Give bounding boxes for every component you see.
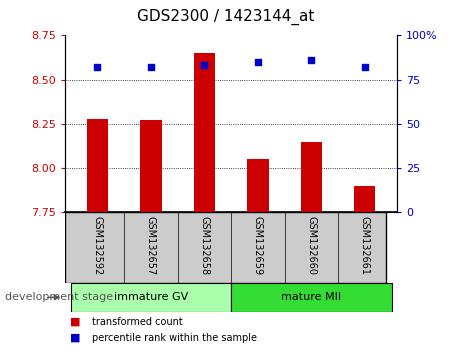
Bar: [247, 159, 268, 212]
Bar: [140, 120, 161, 212]
Point: [201, 63, 208, 68]
Text: GDS2300 / 1423144_at: GDS2300 / 1423144_at: [137, 8, 314, 25]
Text: transformed count: transformed count: [92, 317, 183, 327]
Point: [361, 64, 368, 70]
Text: development stage: development stage: [5, 292, 113, 302]
Point: [147, 64, 155, 70]
Bar: [87, 119, 108, 212]
Text: ■: ■: [70, 317, 80, 327]
Point: [94, 64, 101, 70]
Bar: [354, 186, 376, 212]
Text: GSM132658: GSM132658: [199, 216, 209, 275]
Text: GSM132657: GSM132657: [146, 216, 156, 275]
FancyBboxPatch shape: [231, 283, 391, 312]
Text: percentile rank within the sample: percentile rank within the sample: [92, 333, 258, 343]
Text: GSM132592: GSM132592: [92, 216, 102, 275]
Text: mature MII: mature MII: [281, 292, 341, 302]
Point: [308, 57, 315, 63]
Text: GSM132659: GSM132659: [253, 216, 263, 275]
Text: GSM132660: GSM132660: [306, 216, 316, 275]
Point: [254, 59, 262, 65]
FancyBboxPatch shape: [71, 283, 231, 312]
Bar: [301, 142, 322, 212]
Bar: [194, 53, 215, 212]
Text: ■: ■: [70, 333, 80, 343]
Text: GSM132661: GSM132661: [360, 216, 370, 275]
FancyBboxPatch shape: [65, 212, 386, 283]
Text: immature GV: immature GV: [114, 292, 188, 302]
